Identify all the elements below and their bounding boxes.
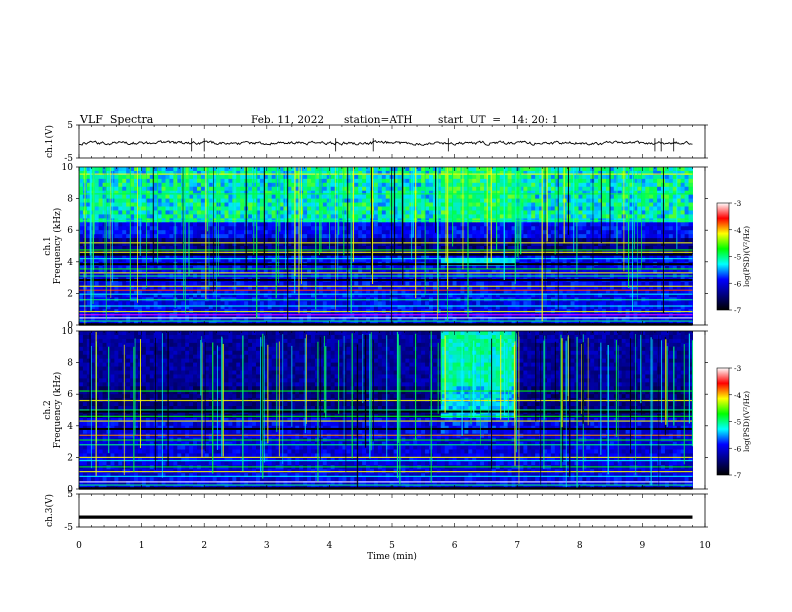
x-tick-label: 1 <box>139 541 145 551</box>
colorbar-label: log(PSD)(V²/Hz) <box>742 391 751 452</box>
ch1-spectrogram-panel: 10 8 6 4 2 0 ch.1Frequency (kHz) <box>43 163 708 331</box>
y-tick-label: -5 <box>64 523 73 533</box>
y-tick-label: 6 <box>67 226 73 236</box>
x-tick-label: 5 <box>389 541 395 551</box>
x-tick-label: 8 <box>577 541 583 551</box>
y-tick-label: 4 <box>67 258 73 268</box>
station-label: station=ATH <box>344 114 413 126</box>
start-time-label: start UT = 14: 20: 1 <box>438 114 559 126</box>
ch1-waveform-panel: 5 -5 ch.1(V) <box>44 121 708 164</box>
y-tick-label: 0 <box>67 321 73 331</box>
y-tick-label: 0 <box>67 485 73 495</box>
y-tick-label: 5 <box>67 121 73 131</box>
colorbar-tick-label: -3 <box>734 199 742 208</box>
colorbar-label: log(PSD)(V²/Hz) <box>742 226 751 287</box>
ch3-waveform-panel: 5 -5 ch.3(V) <box>44 490 708 533</box>
x-tick-label: 2 <box>201 541 207 551</box>
colorbar-tick-label: -6 <box>734 279 742 288</box>
x-tick-label: 3 <box>264 541 270 551</box>
waveform-trace <box>78 140 693 146</box>
y-tick-label: 8 <box>67 195 73 205</box>
y-tick-label: -5 <box>64 154 73 164</box>
x-axis-label: Time (min) <box>367 551 417 562</box>
ch1-colorbar: -3 -4 -5 -6 -7 log(PSD)(V²/Hz) <box>716 199 751 315</box>
date-label: Feb. 11, 2022 <box>251 114 325 126</box>
y-tick-label: 10 <box>62 163 74 173</box>
x-tick-label: 10 <box>699 541 711 551</box>
y-axis-label: ch.1Frequency (kHz) <box>43 208 63 285</box>
x-tick-label: 6 <box>452 541 458 551</box>
x-tick-label: 7 <box>514 541 520 551</box>
colorbar-tick-label: -3 <box>734 364 742 373</box>
x-tick-label: 9 <box>640 541 646 551</box>
colorbar-tick-label: -7 <box>734 306 742 315</box>
ch2-colorbar: -3 -4 -5 -6 -7 log(PSD)(V²/Hz) <box>716 364 751 480</box>
x-tick-label: 4 <box>327 541 333 551</box>
y-tick-label: 8 <box>67 359 73 369</box>
colorbar-tick-label: -5 <box>734 418 742 427</box>
colorbar-tick-label: -7 <box>734 471 742 480</box>
y-tick-label: 10 <box>62 327 74 337</box>
y-tick-label: 6 <box>67 390 73 400</box>
y-axis-label: ch.3(V) <box>44 494 55 527</box>
y-tick-label: 2 <box>67 453 73 463</box>
y-axis-label: ch.1(V) <box>44 125 55 158</box>
colorbar-tick-label: -4 <box>734 391 742 400</box>
colorbar-tick-label: -6 <box>734 444 742 453</box>
y-tick-label: 4 <box>67 422 73 432</box>
chart-title: VLF Spectra <box>80 113 154 126</box>
colorbar-tick-label: -4 <box>734 226 742 235</box>
x-tick-label: 0 <box>76 541 82 551</box>
y-axis-label: ch.2Frequency (kHz) <box>43 372 63 449</box>
colorbar-tick-label: -5 <box>734 253 742 262</box>
ch2-spectrogram-panel: 10 8 6 4 2 0 ch.2Frequency (kHz) <box>43 327 708 495</box>
y-tick-label: 5 <box>67 490 73 500</box>
y-tick-label: 2 <box>67 289 73 299</box>
